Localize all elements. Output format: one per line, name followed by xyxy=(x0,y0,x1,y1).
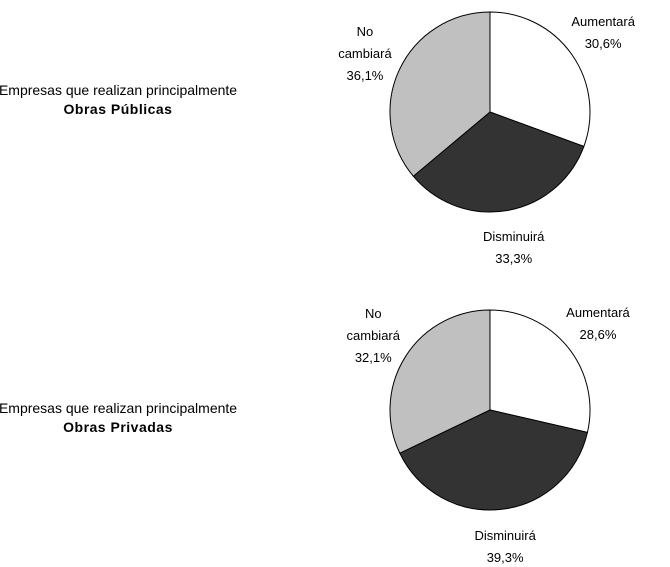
slice-label: No cambiará 32,1% xyxy=(337,303,409,369)
pie-slice xyxy=(389,309,491,454)
value-label: 30,6% xyxy=(584,36,622,51)
value-label: 32,1% xyxy=(354,350,392,366)
pie-slice xyxy=(489,11,591,148)
category-label: No cambiará xyxy=(346,306,400,344)
pie-slice xyxy=(399,409,589,511)
value-label: 28,6% xyxy=(579,327,617,343)
value-label: 33,3% xyxy=(495,250,533,266)
category-label: Disminuirá xyxy=(474,528,536,544)
value-label: 39,3% xyxy=(486,550,524,566)
chart-title: Empresas que realizan principalmente xyxy=(0,400,238,416)
chart-title: Empresas que realizan principalmente xyxy=(0,82,238,98)
slice-label: Disminuirá 33,3% xyxy=(483,226,544,270)
side-text: Empresas que realizan principalmente Obra… xyxy=(0,399,238,437)
category-label: Aumentará xyxy=(571,14,635,29)
slice-label: Aumentará 30,6% xyxy=(571,11,635,55)
side-text: Empresas que realizan principalmente Obra… xyxy=(0,81,238,119)
slice-label: No cambiará 36,1% xyxy=(329,21,401,87)
chart-subtitle: Obras Privadas xyxy=(63,419,173,435)
category-label: No cambiará xyxy=(338,23,392,61)
category-label: Aumentará xyxy=(566,305,630,321)
slice-label: Disminuirá 39,3% xyxy=(474,525,535,567)
value-label: 36,1% xyxy=(346,67,384,83)
category-label: Disminuirá xyxy=(483,228,545,244)
pie-slice xyxy=(412,111,585,213)
chart-subtitle: Obras Públicas xyxy=(63,101,173,117)
pie-slice xyxy=(489,309,591,434)
slice-label: Aumentará 28,6% xyxy=(566,302,630,346)
pie-slice xyxy=(389,11,491,177)
